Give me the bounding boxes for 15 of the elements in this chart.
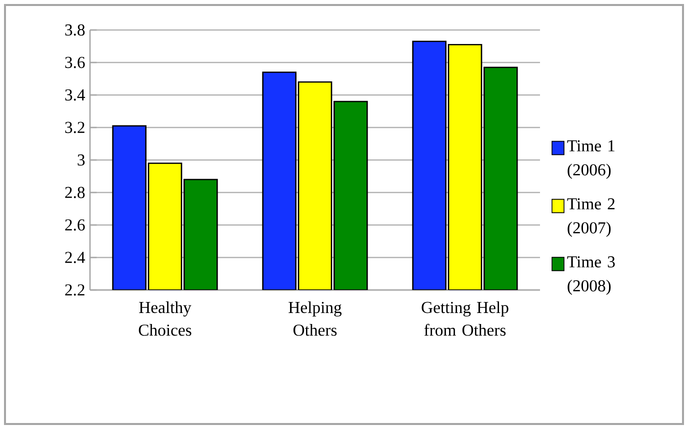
y-tick-label: 3.6 bbox=[65, 56, 85, 68]
legend-label: Time 1 (2006) bbox=[567, 140, 614, 179]
y-tick-label: 3 bbox=[78, 154, 85, 166]
y-tick-label: 2.4 bbox=[65, 252, 86, 264]
y-tick-label: 3.2 bbox=[65, 122, 84, 134]
x-tick-label: Helping Others bbox=[288, 301, 342, 336]
y-tick-label: 3.4 bbox=[65, 89, 86, 101]
legend-label: Time 2 (2007) bbox=[567, 198, 615, 237]
y-tick-label: 2.2 bbox=[65, 284, 84, 296]
legend-label: Time 3 (2008) bbox=[567, 256, 615, 295]
x-tick-label: Getting Help from Others bbox=[422, 301, 508, 336]
y-tick-label: 3.8 bbox=[65, 24, 85, 36]
x-tick-label: Healthy Choices bbox=[138, 301, 192, 336]
y-tick-label: 2.8 bbox=[65, 186, 85, 198]
y-tick-label: 2.6 bbox=[65, 219, 85, 231]
